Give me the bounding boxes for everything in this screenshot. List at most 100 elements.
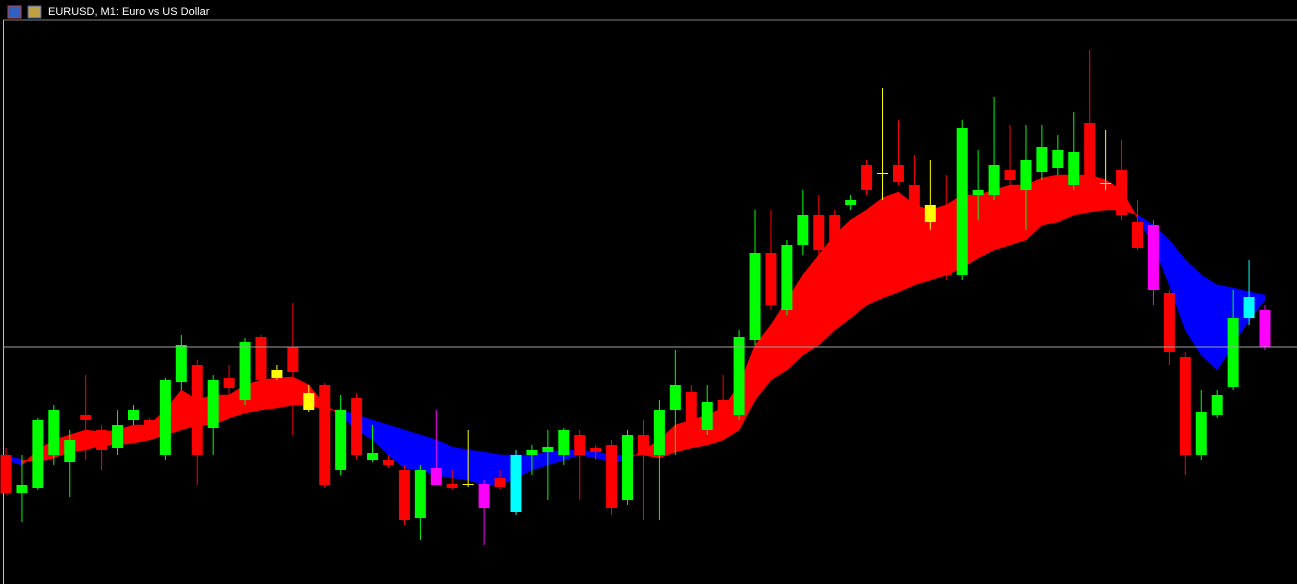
band-segment [133,424,150,444]
candle-body [48,410,60,455]
candle-body [32,420,44,488]
band-segment [1009,184,1027,246]
band-segment [866,197,883,306]
candle-body [64,440,76,462]
candle-body [287,347,299,372]
candle-body [303,393,315,410]
candle-body [542,447,554,452]
candle-body [845,200,857,205]
band-segment [977,189,995,259]
candle-body [255,337,267,380]
band [5,174,1266,486]
candle-body [1052,150,1064,168]
candle-body [606,445,618,508]
candle-body [1147,225,1159,290]
candle-body [1036,147,1048,172]
candle-body [685,392,697,425]
window-icons[interactable] [7,5,42,19]
candle-body [430,468,442,485]
candle-body [877,173,889,174]
candle-body [367,453,379,460]
candle-body [637,435,649,455]
candle-body [749,253,761,340]
candle-body [382,460,394,465]
candle-body [351,398,363,455]
candle-body [1020,160,1032,190]
candle-body [1211,395,1223,415]
candle-body [653,410,665,455]
candle-body [143,420,155,425]
candle-body [781,245,793,310]
candle-body [1259,310,1271,347]
candle-body [127,410,139,420]
candle-body [510,455,522,512]
candle-body [622,435,634,500]
candle-body [175,345,187,382]
band-segment [404,429,421,471]
candle-body [494,478,506,487]
candle-body [335,410,347,470]
candle-body [319,385,331,485]
candle-body [159,380,171,455]
band-segment [467,449,485,486]
candle-body [1163,293,1175,352]
band-segment [260,377,278,411]
candle-body [446,484,458,488]
candle-body [1243,297,1255,318]
candle-body [239,342,251,400]
candle-body [988,165,1000,195]
band-segment [276,376,294,409]
candle-body [574,435,586,455]
candle-body [972,190,984,195]
candle-body [1195,412,1207,455]
candle-body [861,165,873,190]
candle-body [1084,123,1096,190]
candles [0,50,1271,545]
candle-body [207,380,219,428]
band-segment [882,191,899,299]
candle-body [80,415,92,420]
candle-body [223,378,235,388]
candle-body [813,215,825,250]
candle-body [1132,222,1144,248]
candle-body [1004,170,1016,180]
candle-body [1227,318,1239,387]
candle-body [398,470,410,520]
candle-body [16,485,28,493]
candle-body [956,128,968,275]
candle-body [478,484,490,508]
candle-body [1100,183,1112,184]
band-segment [1041,174,1059,226]
candle-body [558,430,570,455]
candle-body [0,455,12,493]
candle-body [892,165,904,182]
candle-body [1068,152,1080,185]
candle-body [717,400,729,415]
candle-body [669,385,681,410]
candle-body [112,425,124,448]
candle-body [701,402,713,430]
chart-title: EURUSD, M1: Euro vs US Dollar [48,6,210,18]
candle-body [96,430,108,450]
candle-body [940,210,952,275]
band-segment [850,209,867,319]
candle-body [765,253,777,305]
candle-body [829,215,841,245]
candle-body [271,370,283,378]
icon[interactable] [7,5,22,19]
candle-body [1179,357,1191,455]
band-segment [1200,274,1218,371]
candle-body [191,365,203,455]
candle-body [414,470,426,518]
icon[interactable] [27,5,42,19]
candle-body [590,448,602,452]
candle-body [462,484,474,485]
candle-body [526,450,538,455]
candle-body [924,205,936,222]
candle-body [908,185,920,240]
candle-body [1116,170,1128,215]
candle-body [733,337,745,415]
